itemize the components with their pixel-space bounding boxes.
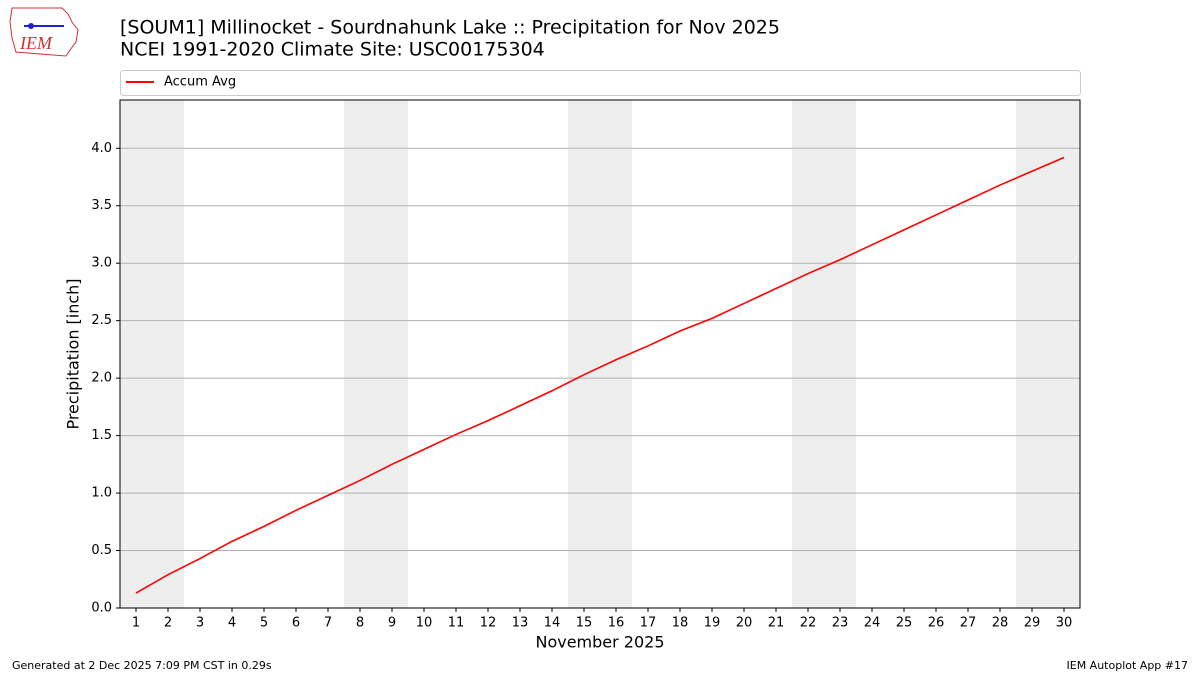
weekend-band	[120, 100, 184, 608]
x-tick-label: 3	[196, 616, 204, 631]
logo-dot	[28, 23, 34, 29]
data-line	[135, 156, 1065, 594]
plot-frame	[119, 99, 1081, 609]
logo: IEM	[9, 7, 79, 57]
y-tick-label: 1.0	[91, 486, 112, 501]
x-tick-label: 7	[324, 616, 332, 631]
x-tick-label: 24	[864, 616, 881, 631]
y-tick-label: 1.5	[91, 428, 112, 443]
footer-left: Generated at 2 Dec 2025 7:09 PM CST in 0…	[12, 659, 272, 672]
x-tick-label: 27	[960, 616, 977, 631]
x-tick-label: 5	[260, 616, 268, 631]
y-tick-label: 3.0	[91, 256, 112, 271]
x-tick-label: 23	[832, 616, 849, 631]
logo-outline	[9, 7, 79, 57]
y-tick-label: 3.5	[91, 198, 112, 213]
x-tick-label: 22	[800, 616, 817, 631]
x-tick-label: 2	[164, 616, 172, 631]
x-axis-label: November 2025	[535, 633, 664, 652]
x-tick-label: 4	[228, 616, 236, 631]
chart-title: [SOUM1] Millinocket - Sourdnahunk Lake :…	[120, 17, 780, 39]
y-tick-label: 2.5	[91, 313, 112, 328]
x-tick-label: 10	[416, 616, 433, 631]
x-tick-label: 14	[544, 616, 561, 631]
weekend-band	[568, 100, 632, 608]
x-tick-label: 26	[928, 616, 945, 631]
x-tick-label: 18	[672, 616, 689, 631]
x-tick-label: 29	[1024, 616, 1041, 631]
x-tick-label: 16	[608, 616, 625, 631]
x-tick-label: 8	[356, 616, 364, 631]
y-tick-label: 4.0	[91, 141, 112, 156]
x-tick-label: 13	[512, 616, 529, 631]
x-tick-label: 30	[1056, 616, 1073, 631]
weekend-band	[792, 100, 856, 608]
x-tick-label: 17	[640, 616, 657, 631]
legend-label: Accum Avg	[164, 75, 236, 90]
x-tick-label: 15	[576, 616, 593, 631]
x-tick-label: 25	[896, 616, 913, 631]
x-tick-label: 20	[736, 616, 753, 631]
x-tick-label: 9	[388, 616, 396, 631]
weekend-band	[1016, 100, 1080, 608]
logo-text: IEM	[19, 33, 53, 53]
legend-box	[120, 70, 1081, 96]
x-tick-label: 21	[768, 616, 785, 631]
x-tick-label: 11	[448, 616, 465, 631]
y-tick-label: 0.0	[91, 601, 112, 616]
y-tick-label: 0.5	[91, 543, 112, 558]
x-tick-label: 12	[480, 616, 497, 631]
x-tick-label: 19	[704, 616, 721, 631]
y-tick-label: 2.0	[91, 371, 112, 386]
x-tick-label: 28	[992, 616, 1009, 631]
chart-subtitle: NCEI 1991-2020 Climate Site: USC00175304	[120, 39, 545, 61]
y-axis-label: Precipitation [inch]	[64, 278, 83, 429]
footer-right: IEM Autoplot App #17	[1067, 659, 1189, 672]
x-tick-label: 1	[132, 616, 140, 631]
weekend-band	[344, 100, 408, 608]
x-tick-label: 6	[292, 616, 300, 631]
